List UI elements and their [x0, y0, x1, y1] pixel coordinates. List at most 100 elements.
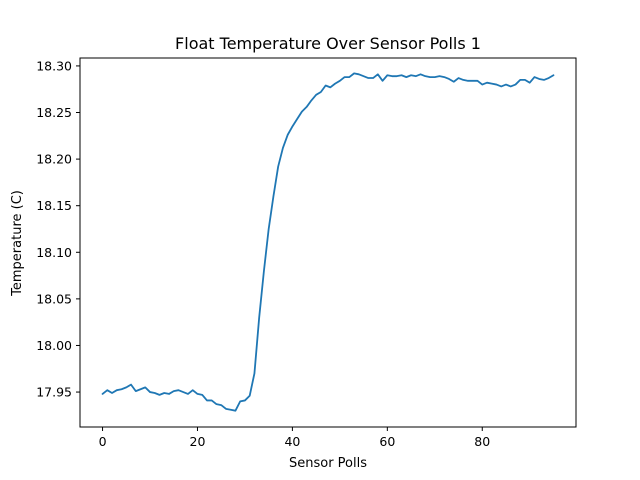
y-axis-label: Temperature (C)	[10, 190, 25, 297]
y-tick-label: 18.00	[36, 338, 72, 353]
data-point	[254, 373, 256, 375]
data-point	[401, 74, 403, 76]
data-point	[273, 196, 275, 198]
data-point	[249, 395, 251, 397]
data-point	[116, 389, 118, 391]
data-point	[197, 393, 199, 395]
data-point	[368, 77, 370, 79]
data-point	[244, 400, 246, 402]
data-point	[453, 81, 455, 83]
data-point	[425, 75, 427, 77]
data-point	[125, 387, 127, 389]
x-tick-label: 60	[379, 434, 395, 449]
data-point	[387, 74, 389, 76]
data-point	[543, 79, 545, 81]
data-point	[339, 80, 341, 82]
data-point	[178, 389, 180, 391]
data-point	[462, 79, 464, 81]
plot-frame	[79, 57, 577, 428]
data-point	[529, 82, 531, 84]
data-point	[363, 75, 365, 77]
data-point	[201, 394, 203, 396]
data-point	[301, 111, 303, 113]
data-point	[277, 166, 279, 168]
data-point	[477, 80, 479, 82]
data-point	[149, 391, 151, 393]
x-tick-label: 80	[474, 434, 490, 449]
data-point	[121, 388, 123, 390]
data-point	[159, 394, 161, 396]
data-point	[505, 84, 507, 86]
data-point	[515, 84, 517, 86]
data-point	[263, 270, 265, 272]
data-point	[486, 82, 488, 84]
data-point	[500, 86, 502, 88]
y-tick-label: 18.25	[36, 105, 72, 120]
data-point	[306, 106, 308, 108]
y-tick-label: 18.10	[36, 245, 72, 260]
y-tick-label: 17.95	[36, 385, 72, 400]
data-point	[111, 392, 113, 394]
y-tick-label: 18.05	[36, 291, 72, 306]
data-point	[330, 87, 332, 89]
data-point	[173, 390, 175, 392]
data-point	[382, 80, 384, 82]
data-point	[534, 76, 536, 78]
data-point	[325, 85, 327, 87]
data-point	[472, 80, 474, 82]
data-point	[334, 83, 336, 85]
series-line	[101, 72, 555, 412]
data-point	[420, 74, 422, 76]
data-point	[235, 410, 237, 412]
x-tick-label: 40	[284, 434, 300, 449]
data-point	[144, 387, 146, 389]
data-point	[519, 79, 521, 81]
data-point	[106, 389, 108, 391]
x-tick-label: 0	[99, 434, 107, 449]
data-point	[268, 228, 270, 230]
data-point	[216, 403, 218, 405]
data-point	[292, 126, 294, 128]
data-point	[168, 393, 170, 395]
data-point	[415, 75, 417, 77]
data-point	[467, 80, 469, 82]
chart-title: Float Temperature Over Sensor Polls 1	[175, 34, 481, 53]
data-point	[358, 74, 360, 76]
data-point	[211, 400, 213, 402]
data-point	[258, 317, 260, 319]
data-point	[230, 409, 232, 411]
y-tick-label: 18.20	[36, 152, 72, 167]
data-point	[439, 75, 441, 77]
data-point	[349, 76, 351, 78]
data-point	[481, 84, 483, 86]
data-point	[102, 393, 104, 395]
data-point	[491, 83, 493, 85]
y-tick-label: 18.15	[36, 198, 72, 213]
data-point	[406, 76, 408, 78]
data-point	[135, 390, 137, 392]
data-point	[443, 76, 445, 78]
data-point	[410, 74, 412, 76]
data-point	[206, 400, 208, 402]
data-point	[287, 134, 289, 136]
data-point	[496, 84, 498, 86]
x-tick-label: 20	[190, 434, 206, 449]
data-point	[192, 389, 194, 391]
data-point	[538, 78, 540, 80]
data-point	[553, 74, 555, 76]
data-point	[344, 76, 346, 78]
data-point	[396, 75, 398, 77]
data-point	[448, 78, 450, 80]
data-point	[377, 74, 379, 76]
data-point	[225, 408, 227, 410]
data-point	[315, 94, 317, 96]
data-point	[296, 118, 298, 120]
data-point	[429, 76, 431, 78]
data-point	[220, 404, 222, 406]
data-point	[353, 73, 355, 75]
data-point	[434, 76, 436, 78]
data-point	[372, 77, 374, 79]
data-point	[239, 401, 241, 403]
